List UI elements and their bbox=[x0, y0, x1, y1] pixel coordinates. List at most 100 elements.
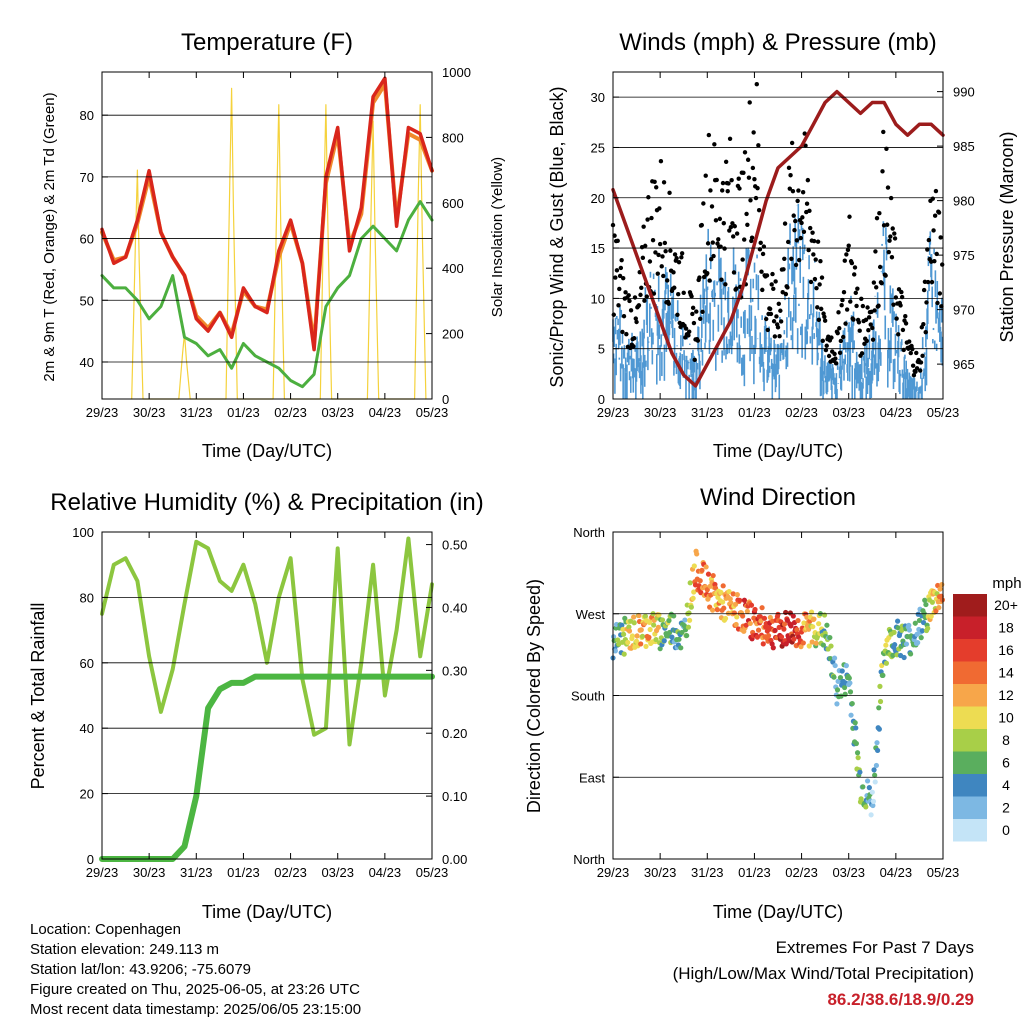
direction-point bbox=[765, 633, 772, 639]
direction-point bbox=[810, 624, 816, 630]
gust-point bbox=[820, 338, 825, 344]
gust-point bbox=[769, 282, 774, 287]
colorbar-label: 4 bbox=[1002, 777, 1010, 793]
gust-point bbox=[903, 321, 909, 326]
direction-point bbox=[852, 720, 858, 726]
direction-point bbox=[694, 551, 700, 557]
gust-point bbox=[894, 316, 899, 321]
solar-ytick-label-right: 800 bbox=[442, 130, 464, 145]
direction-point bbox=[734, 614, 740, 620]
gust-point bbox=[764, 273, 770, 278]
gust-point bbox=[859, 296, 864, 302]
gust-point bbox=[892, 231, 897, 236]
direction-point bbox=[759, 605, 765, 611]
gust-point bbox=[892, 236, 898, 241]
gust-point bbox=[883, 273, 888, 278]
temperature-ylabel-right: Solar Insolation (Yellow) bbox=[489, 157, 506, 317]
temp-ytick-label: 60 bbox=[80, 232, 94, 247]
gust-point bbox=[773, 279, 778, 284]
direction-point bbox=[732, 601, 739, 607]
gust-point bbox=[811, 238, 817, 244]
gust-point bbox=[707, 278, 712, 283]
rh-frame bbox=[101, 531, 433, 860]
gust-point bbox=[796, 188, 801, 193]
gust-point bbox=[774, 314, 779, 319]
direction-point bbox=[791, 636, 797, 642]
wind-ytick-label: 25 bbox=[591, 140, 605, 155]
direction-point bbox=[901, 654, 907, 661]
gust-point bbox=[841, 334, 846, 340]
gust-point bbox=[798, 235, 803, 241]
gust-point bbox=[853, 290, 858, 296]
gust-point bbox=[889, 255, 895, 260]
gust-point bbox=[756, 207, 762, 213]
colorbar-swatch bbox=[953, 616, 987, 639]
gust-point bbox=[872, 308, 877, 313]
gust-point bbox=[871, 280, 877, 285]
gust-point bbox=[708, 188, 713, 193]
gust-point bbox=[764, 316, 769, 322]
gust-point bbox=[778, 319, 784, 324]
gust-point bbox=[824, 343, 829, 348]
gust-point bbox=[615, 238, 620, 244]
precip-ytick-label-right: 0.10 bbox=[442, 789, 467, 804]
colorbar-label: 6 bbox=[1002, 755, 1010, 771]
gust-point bbox=[747, 100, 752, 105]
direction-point bbox=[698, 590, 704, 596]
direction-point bbox=[722, 615, 729, 622]
solar-ytick-label-right: 400 bbox=[442, 261, 464, 276]
gust-point bbox=[700, 309, 705, 315]
gust-point bbox=[617, 273, 623, 279]
gust-point bbox=[775, 325, 781, 330]
gust-point bbox=[690, 305, 696, 311]
extremes-title: Extremes For Past 7 Days bbox=[775, 938, 974, 957]
gust-point bbox=[745, 157, 751, 162]
gust-point bbox=[649, 215, 654, 221]
gust-point bbox=[846, 243, 851, 248]
gust-point bbox=[746, 175, 752, 180]
rh-xtick-label: 03/23 bbox=[321, 865, 354, 880]
direction-point bbox=[929, 599, 935, 605]
gust-point bbox=[711, 253, 716, 259]
wind-ytick-label: 15 bbox=[591, 241, 605, 256]
direction-point bbox=[846, 675, 852, 681]
gust-point bbox=[803, 143, 808, 148]
direction-point bbox=[775, 611, 781, 617]
direction-point bbox=[653, 636, 659, 643]
direction-point bbox=[877, 698, 884, 705]
direction-point bbox=[634, 633, 640, 639]
temperature-xlabel: Time (Day/UTC) bbox=[202, 441, 332, 461]
gust-point bbox=[698, 316, 703, 322]
direction-point bbox=[919, 628, 925, 634]
gust-point bbox=[885, 222, 890, 227]
direction-point bbox=[767, 614, 773, 621]
gust-point bbox=[634, 319, 639, 325]
extremes-subtitle: (High/Low/Max Wind/Total Precipitation) bbox=[672, 964, 974, 983]
direction-point bbox=[828, 643, 834, 649]
direction-point bbox=[619, 622, 625, 628]
solar-insolation-line bbox=[131, 87, 427, 400]
gust-point bbox=[745, 222, 750, 227]
gust-point bbox=[921, 322, 926, 327]
humidity-precip-panel: Relative Humidity (%) & Precipitation (i… bbox=[28, 489, 484, 922]
gust-point bbox=[617, 286, 622, 292]
solar-ytick-label-right: 600 bbox=[442, 196, 464, 211]
direction-point bbox=[651, 622, 657, 628]
direction-point bbox=[657, 646, 663, 652]
gust-point bbox=[736, 176, 741, 181]
direction-point bbox=[800, 640, 806, 646]
direction-point bbox=[849, 700, 855, 707]
direction-point bbox=[757, 614, 763, 620]
direction-point bbox=[631, 620, 637, 626]
gust-point bbox=[877, 264, 883, 270]
wind-ytick-label: 0 bbox=[598, 392, 605, 407]
gust-point bbox=[731, 234, 736, 239]
gust-point bbox=[841, 289, 847, 295]
direction-point bbox=[899, 627, 905, 633]
gust-point bbox=[848, 299, 853, 304]
gust-point bbox=[839, 303, 844, 308]
gust-point bbox=[623, 290, 628, 295]
gust-point bbox=[656, 252, 661, 258]
gust-point bbox=[791, 213, 796, 218]
gust-point bbox=[737, 186, 742, 191]
